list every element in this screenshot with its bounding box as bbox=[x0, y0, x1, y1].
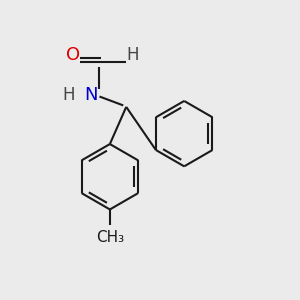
Text: H: H bbox=[62, 86, 74, 104]
Text: CH₃: CH₃ bbox=[96, 230, 124, 245]
Text: N: N bbox=[84, 86, 97, 104]
Text: O: O bbox=[66, 46, 80, 64]
Text: H: H bbox=[126, 46, 138, 64]
